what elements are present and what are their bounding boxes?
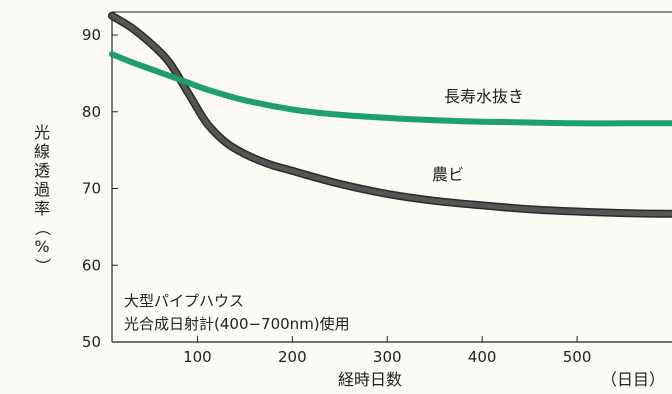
series-line: [109, 51, 672, 127]
x-axis-label: 経時日数: [338, 370, 402, 389]
y-tick-label: 90: [82, 26, 101, 44]
y-tick-label: 60: [82, 256, 101, 274]
y-axis-label-char: 率: [34, 199, 50, 218]
y-axis-label-char: 過: [34, 180, 50, 199]
x-tick-label: 400: [468, 348, 497, 366]
y-axis-label-char: （: [33, 220, 52, 236]
y-tick-label: 50: [82, 333, 101, 351]
y-axis-label-char: 透: [34, 161, 50, 180]
x-tick-label: 500: [563, 348, 592, 366]
y-tick-label: 70: [82, 180, 101, 198]
y-axis-label-char: 光: [34, 123, 50, 142]
x-axis-unit: （日目）: [601, 370, 665, 389]
x-tick-labels: 100 200 300 400 500: [183, 336, 591, 366]
y-axis-label-char: %: [34, 237, 49, 256]
y-tick-label: 80: [82, 103, 101, 121]
plot-area: [111, 11, 672, 343]
series-layer: [108, 11, 672, 218]
x-tick-label: 100: [183, 348, 212, 366]
y-tick-labels: 50 60 70 80 90: [82, 26, 118, 351]
y-axis-label-char: 線: [34, 142, 50, 161]
x-tick-label: 300: [373, 348, 402, 366]
annotation-line-1: 大型パイプハウス: [124, 292, 244, 310]
annotation-line-2: 光合成日射計(400−700nm)使用: [124, 315, 350, 333]
series-label: 農ビ: [432, 165, 464, 184]
series-line-outline: [108, 11, 672, 218]
y-axis-label-char: ）: [33, 258, 52, 274]
series-line: [109, 13, 672, 217]
series-label: 長寿水抜き: [444, 87, 524, 106]
x-tick-label: 200: [278, 348, 307, 366]
